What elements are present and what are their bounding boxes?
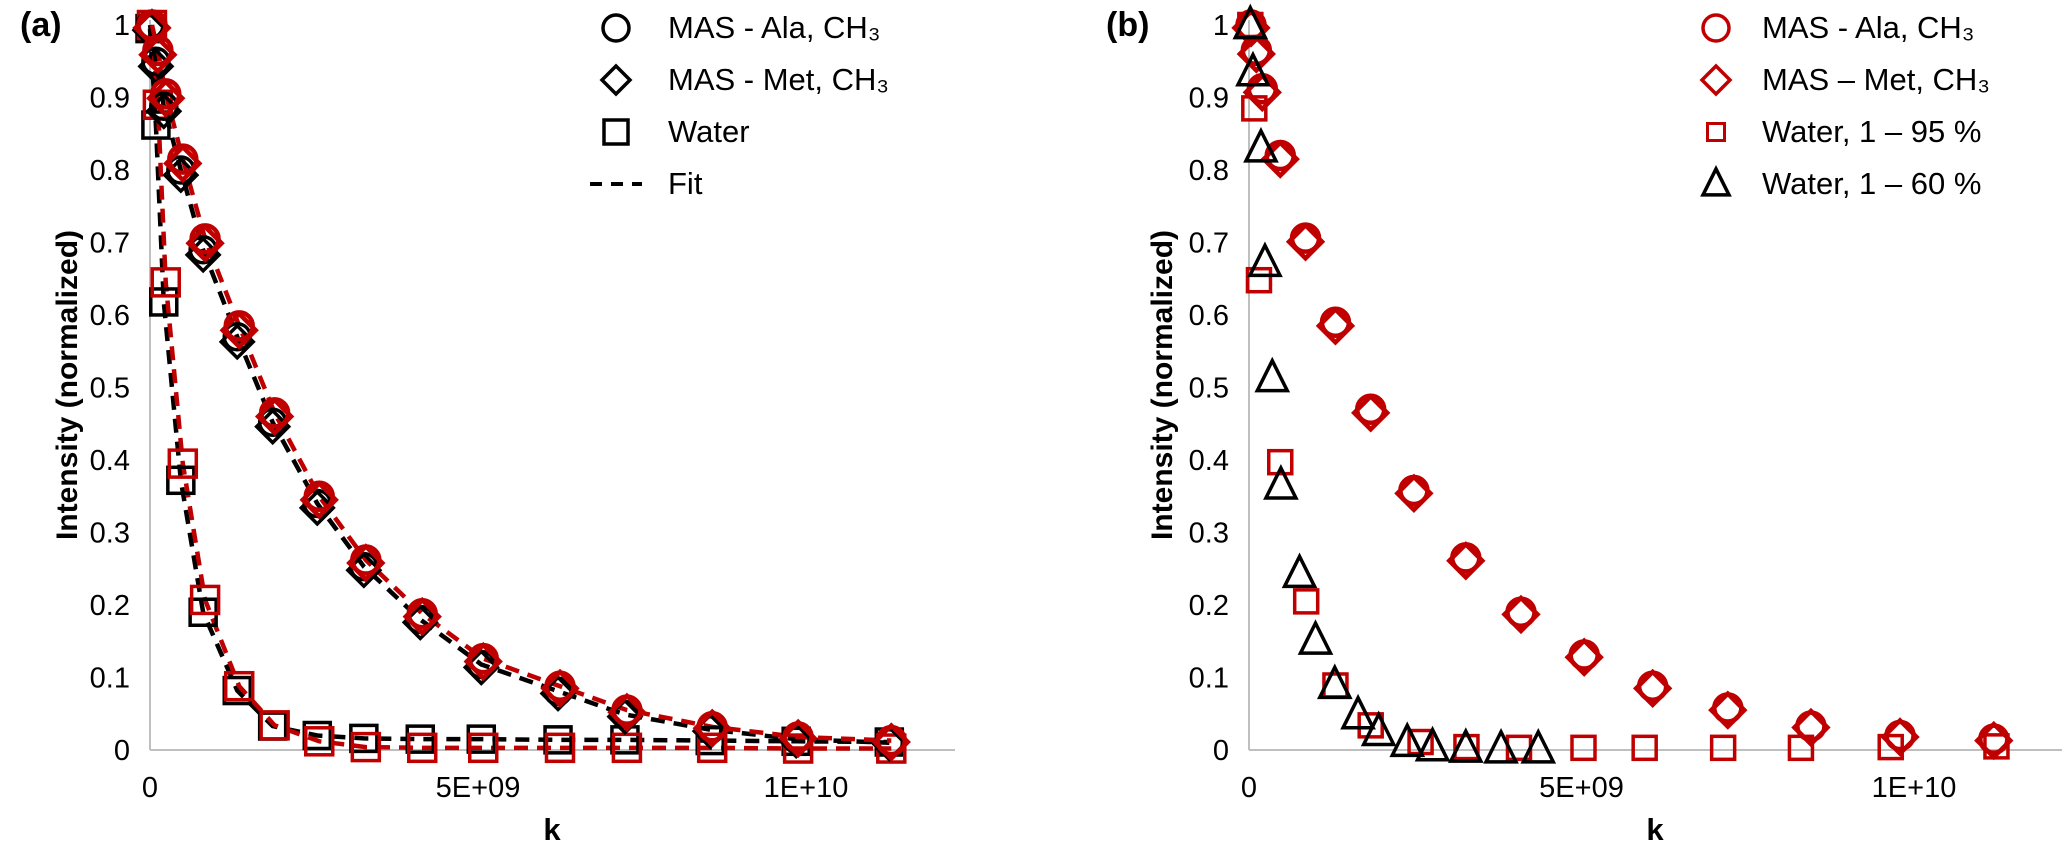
y-tick-label: 0.3 [90, 518, 130, 550]
panel-b-legend: MAS - Ala, CH₃ MAS – Met, CH₃ Water, 1 – 9… [1676, 2, 1990, 210]
panel-b-label: (b) [1106, 6, 1150, 44]
x-tick-label: 0 [1241, 772, 1257, 804]
legend-item-label: Water, 1 – 95 % [1762, 114, 1982, 149]
legend-item-label: MAS – Met, CH₃ [1762, 62, 1990, 97]
y-tick-label: 0 [1213, 735, 1229, 767]
panel-b-y-tick-labels: 1 0.9 0.8 0.7 0.6 0.5 0.4 0.3 0.2 0.1 0 [1189, 10, 1229, 767]
panel-b-x-tick-labels: 0 5E+09 1E+10 [1241, 772, 1956, 804]
series-water-1-60-black [1232, 3, 1557, 764]
y-tick-label: 0.6 [90, 300, 130, 332]
dash-marker-icon [590, 182, 642, 186]
legend-item-label: MAS - Met, CH₃ [668, 62, 890, 97]
fit-line-water-black [147, 28, 890, 745]
panel-a-y-tick-labels: 1 0.9 0.8 0.7 0.6 0.5 0.4 0.3 0.2 0.1 0 [90, 10, 130, 767]
y-tick-label: 0 [114, 735, 130, 767]
legend-item: MAS - Ala, CH₃ [570, 2, 889, 54]
y-tick-label: 0.2 [90, 590, 130, 622]
y-tick-label: 0.5 [90, 373, 130, 405]
y-tick-label: 1 [1213, 10, 1229, 42]
y-tick-label: 0.7 [1189, 228, 1229, 260]
series-mas-met-ch-red [132, 8, 911, 762]
y-tick-label: 0.4 [90, 445, 130, 477]
y-tick-label: 0.6 [1189, 300, 1229, 332]
y-tick-label: 1 [114, 10, 130, 42]
legend-item: MAS – Met, CH₃ [1676, 54, 1990, 106]
legend-item: Fit [570, 158, 889, 210]
y-tick-label: 0.9 [1189, 83, 1229, 115]
square-marker-icon [602, 118, 630, 146]
circle-marker-icon [601, 13, 631, 43]
legend-item-label: MAS - Ala, CH₃ [1762, 10, 1975, 45]
legend-item-label: Water [668, 114, 750, 149]
y-tick-label: 0.1 [90, 663, 130, 695]
series-mas-met-ch-red [1231, 8, 2014, 761]
x-tick-label: 1E+10 [1872, 772, 1957, 804]
x-tick-label: 5E+09 [436, 772, 521, 804]
y-tick-label: 0.5 [1189, 373, 1229, 405]
y-tick-label: 0.1 [1189, 663, 1229, 695]
x-tick-label: 0 [142, 772, 158, 804]
panel-a-y-axis-title: Intensity (normalized) [51, 229, 84, 541]
diamond-marker-icon [1699, 63, 1733, 97]
square-marker-icon [1706, 122, 1726, 142]
fit-line-water-red [149, 24, 892, 751]
x-tick-label: 5E+09 [1539, 772, 1624, 804]
legend-item: MAS - Met, CH₃ [570, 54, 889, 106]
fit-line-mas-ala-ch-black [147, 24, 890, 745]
y-tick-label: 0.9 [90, 83, 130, 115]
legend-item: Water, 1 – 95 % [1676, 106, 1990, 158]
panel-a-x-axis-title: k [543, 812, 561, 847]
panel-b-x-axis-title: k [1646, 812, 1664, 847]
y-tick-label: 0.7 [90, 228, 130, 260]
legend-item: Water [570, 106, 889, 158]
triangle-marker-icon [1700, 165, 1732, 197]
diamond-marker-icon [599, 63, 633, 97]
legend-item-label: MAS - Ala, CH₃ [668, 10, 881, 45]
y-tick-label: 0.8 [1189, 155, 1229, 187]
panel-a-label: (a) [20, 6, 62, 44]
fit-line-mas-ala-ch-red [149, 24, 892, 743]
legend-item-label: Fit [668, 166, 703, 201]
x-tick-label: 1E+10 [764, 772, 849, 804]
panel-a-legend: MAS - Ala, CH₃ MAS - Met, CH₃ Water Fit [570, 2, 889, 210]
panel-b-y-axis-title: Intensity (normalized) [1146, 229, 1179, 541]
legend-item: Water, 1 – 60 % [1676, 158, 1990, 210]
y-tick-label: 0.8 [90, 155, 130, 187]
panel-a-x-tick-labels: 0 5E+09 1E+10 [142, 772, 848, 804]
legend-item-label: Water, 1 – 60 % [1762, 166, 1982, 201]
y-tick-label: 0.4 [1189, 445, 1229, 477]
y-tick-label: 0.2 [1189, 590, 1229, 622]
y-tick-label: 0.3 [1189, 518, 1229, 550]
legend-item: MAS - Ala, CH₃ [1676, 2, 1990, 54]
circle-marker-icon [1701, 13, 1731, 43]
series-water-1-95-red [1237, 11, 2010, 762]
